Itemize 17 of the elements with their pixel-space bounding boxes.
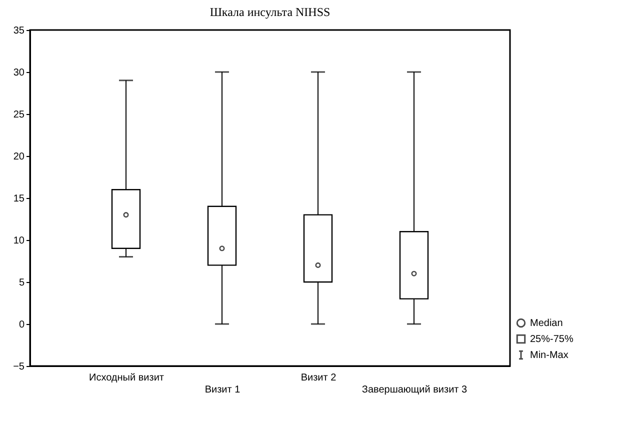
y-tick-label: 20 — [13, 152, 25, 162]
y-tick-label: 10 — [13, 236, 25, 246]
x-tick-label: Завершающий визит 3 — [362, 384, 468, 396]
y-tick-label: −5 — [13, 362, 25, 372]
y-tick-label: 30 — [13, 68, 25, 78]
y-tick-label: 5 — [18, 278, 25, 288]
text: 25%-75% — [530, 334, 574, 345]
x-tick-label: Визит 2 — [300, 372, 337, 384]
x-tick-label: Исходный визит — [89, 372, 164, 384]
y-tick-label: 0 — [18, 320, 25, 330]
text: Min-Max — [530, 350, 568, 361]
text: Median — [530, 318, 563, 329]
x-tick-label: Визит 1 — [204, 384, 241, 396]
chart-title: Шкала инсульта NIHSS — [210, 5, 330, 19]
y-tick-label: 25 — [13, 110, 25, 120]
y-tick-label: 35 — [13, 26, 25, 36]
y-tick-label: 15 — [13, 194, 25, 204]
